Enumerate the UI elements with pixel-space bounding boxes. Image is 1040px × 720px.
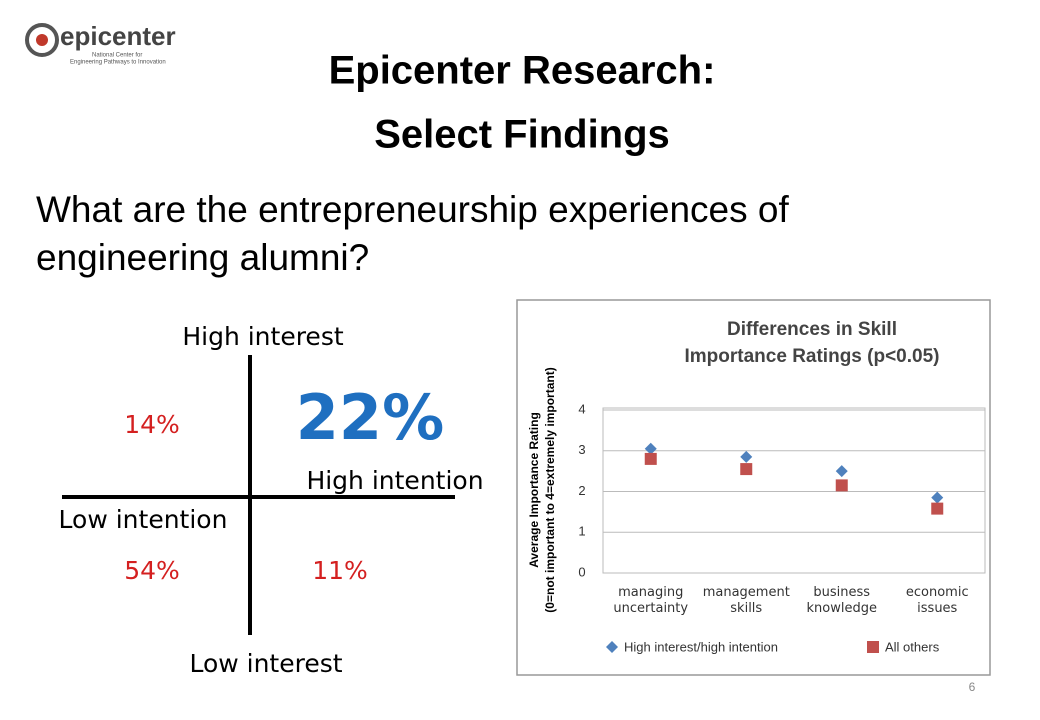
x-tick-label: managing uncertainty xyxy=(613,585,689,616)
logo-dot xyxy=(36,34,48,46)
title: Epicenter Research: xyxy=(329,49,716,93)
x-tick-label: economic issues xyxy=(905,585,969,616)
legend-marker xyxy=(606,641,618,653)
x-tick-label: business knowledge xyxy=(806,585,877,616)
quadrant-value: 22% xyxy=(296,381,444,454)
chart-title: Differences in Skill xyxy=(727,319,897,340)
y-axis-label: (0=not important to 4=extremely importan… xyxy=(543,367,557,612)
point xyxy=(740,450,753,463)
title: Select Findings xyxy=(374,113,670,157)
y-tick-label: 3 xyxy=(578,442,585,457)
logo-name: epicenter xyxy=(60,21,176,51)
quadrant-label: High intention xyxy=(306,466,483,495)
y-axis-label: Average Importance Rating xyxy=(527,412,541,568)
point xyxy=(644,452,657,465)
question: What are the entrepreneurship experience… xyxy=(36,189,789,278)
page-number: 6 xyxy=(969,680,976,694)
legend-marker xyxy=(867,641,879,653)
quadrant-value: 14% xyxy=(124,410,180,439)
chart-title: Importance Ratings (p<0.05) xyxy=(685,346,940,367)
point xyxy=(931,502,944,515)
quadrant-label: Low interest xyxy=(189,649,342,678)
logo-line: National Center for xyxy=(92,53,142,59)
y-tick-label: 0 xyxy=(578,564,585,579)
legend-label: All others xyxy=(885,639,940,654)
quadrant-label: High interest xyxy=(182,322,344,351)
quadrant-label: Low intention xyxy=(59,505,228,534)
point xyxy=(931,491,944,504)
y-tick-label: 1 xyxy=(578,524,585,539)
point xyxy=(835,465,848,478)
point xyxy=(644,442,657,455)
x-tick-label: management skills xyxy=(702,585,790,616)
y-tick-label: 2 xyxy=(578,483,585,498)
point xyxy=(835,479,848,492)
legend-label: High interest/high intention xyxy=(624,639,778,654)
logo-ring xyxy=(25,23,59,57)
chart-frame xyxy=(516,299,991,676)
quadrant-value: 11% xyxy=(312,556,368,585)
point xyxy=(740,463,753,476)
y-tick-label: 4 xyxy=(578,401,585,416)
quadrant-value: 54% xyxy=(124,556,180,585)
logo-line: Engineering Pathways to Innovation xyxy=(70,60,166,66)
